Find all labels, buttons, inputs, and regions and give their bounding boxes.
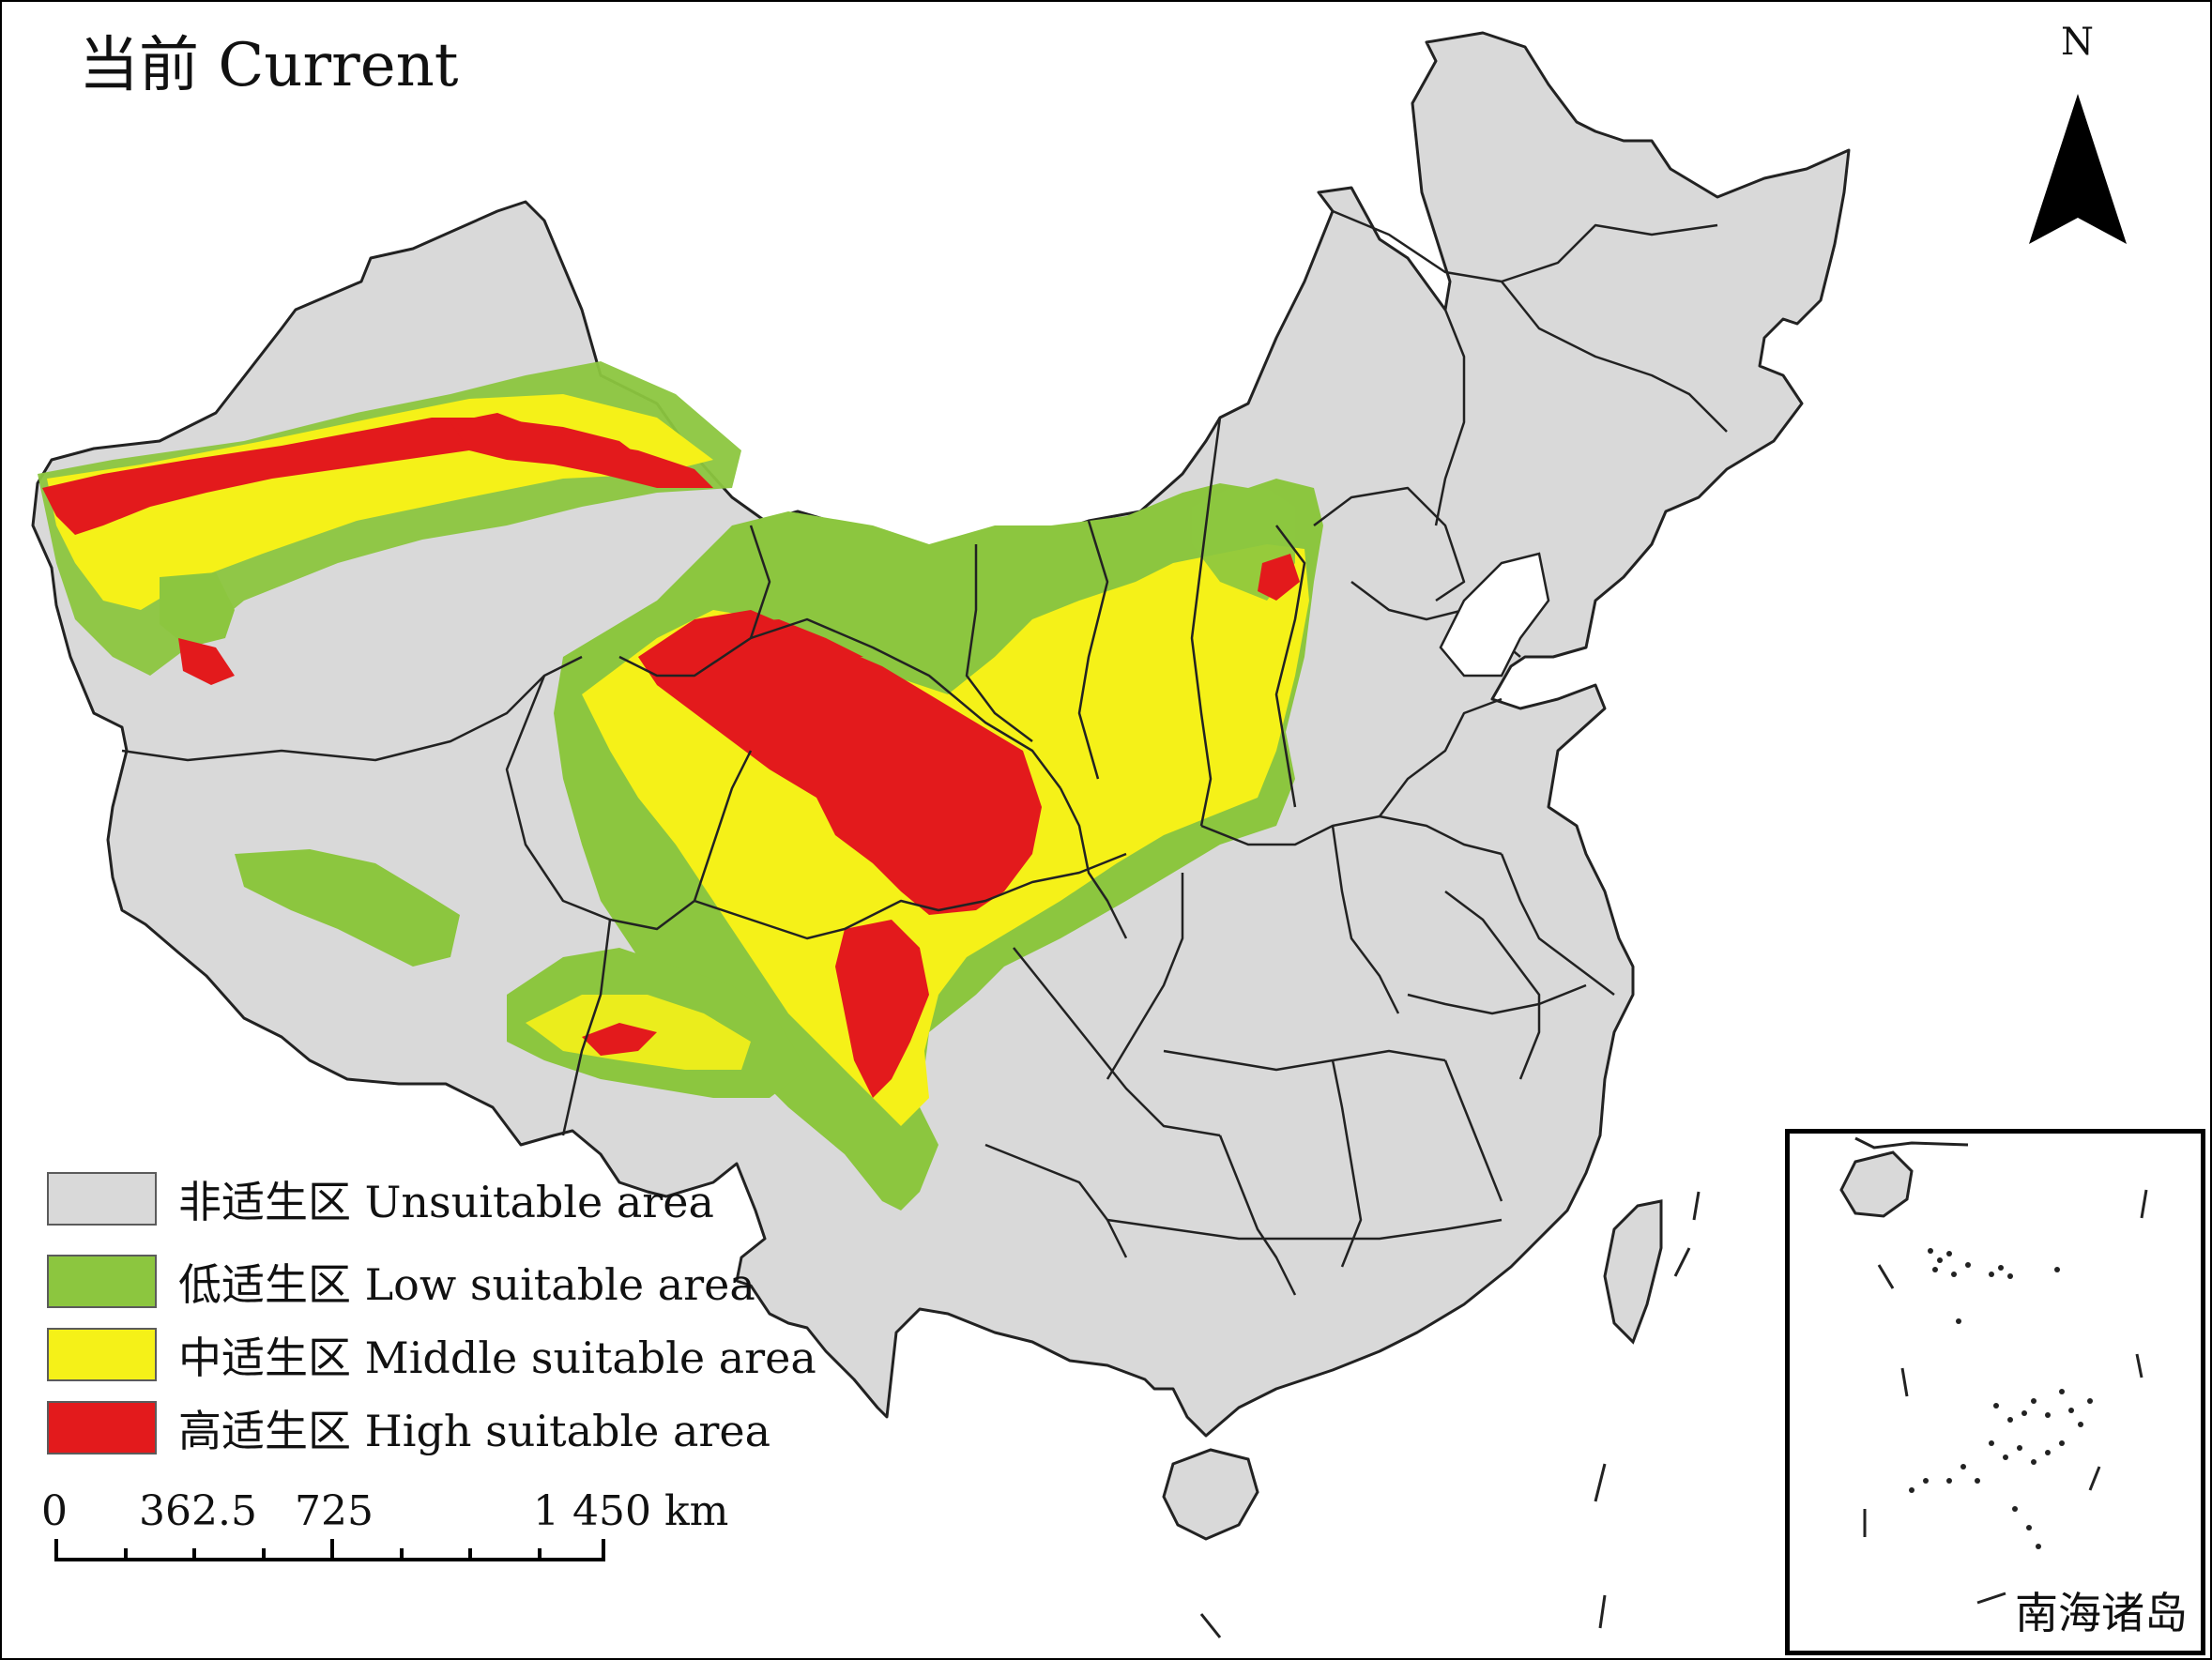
- taiwan-island: [1603, 1199, 1663, 1345]
- high-zone-qinghai-arc: [657, 619, 863, 694]
- hainan-island: [1162, 1448, 1259, 1541]
- inset-label: 南海诸岛: [2015, 1588, 2188, 1638]
- bohai-sea: [1439, 552, 1550, 678]
- scale-tick-362: 362.5: [139, 1487, 257, 1535]
- inset-dashes: [1863, 1189, 2148, 1605]
- legend-label-middle: 中适生区 Middle suitable area: [178, 1333, 816, 1383]
- high-zone-west-patch: [178, 638, 235, 685]
- high-zone-tianshan-east: [450, 413, 713, 488]
- scale-bar: [54, 1539, 605, 1561]
- inset-islands: [1909, 1248, 2093, 1549]
- legend-label-low: 低适生区 Low suitable area: [178, 1259, 755, 1310]
- legend-item-middle: 中适生区 Middle suitable area: [47, 1324, 816, 1388]
- high-zone-sichuan-west: [835, 920, 929, 1098]
- scale-tick-0: 0: [41, 1487, 68, 1535]
- north-arrow-icon: [2029, 94, 2127, 244]
- north-label: N: [2061, 21, 2094, 64]
- low-zone-west-basin: [160, 572, 235, 647]
- sea-boundary-dashes: [1199, 1191, 1701, 1638]
- scale-tick-725: 725: [295, 1487, 374, 1535]
- legend-swatch-low: [47, 1255, 157, 1308]
- inset-coast: [1854, 1136, 1969, 1150]
- scale-tick-1450: 1 450 km: [533, 1487, 729, 1535]
- inset-hainan: [1839, 1150, 1914, 1218]
- legend-label-high: 高适生区 High suitable area: [178, 1406, 771, 1456]
- high-zone-shanxi-patch: [1258, 554, 1300, 601]
- map-title: 当前 Current: [79, 31, 459, 100]
- legend-swatch-high: [47, 1401, 157, 1454]
- south-china-sea-inset: 南海诸岛: [1785, 1129, 2205, 1655]
- high-zone-tibet-south: [582, 1023, 657, 1056]
- legend-swatch-middle: [47, 1328, 157, 1381]
- inset-map: [1839, 1136, 2148, 1605]
- legend-item-unsuitable: 非适生区 Unsuitable area: [47, 1168, 816, 1232]
- legend-label-unsuitable: 非适生区 Unsuitable area: [178, 1177, 714, 1227]
- high-zone-loess-plateau: [638, 610, 1042, 915]
- province-borders: [121, 209, 1728, 1296]
- legend-item-high: 高适生区 High suitable area: [47, 1397, 816, 1461]
- low-zone-tibet-west: [235, 849, 460, 967]
- legend-item-low: 低适生区 Low suitable area: [47, 1251, 816, 1315]
- legend-swatch-unsuitable: [47, 1172, 157, 1226]
